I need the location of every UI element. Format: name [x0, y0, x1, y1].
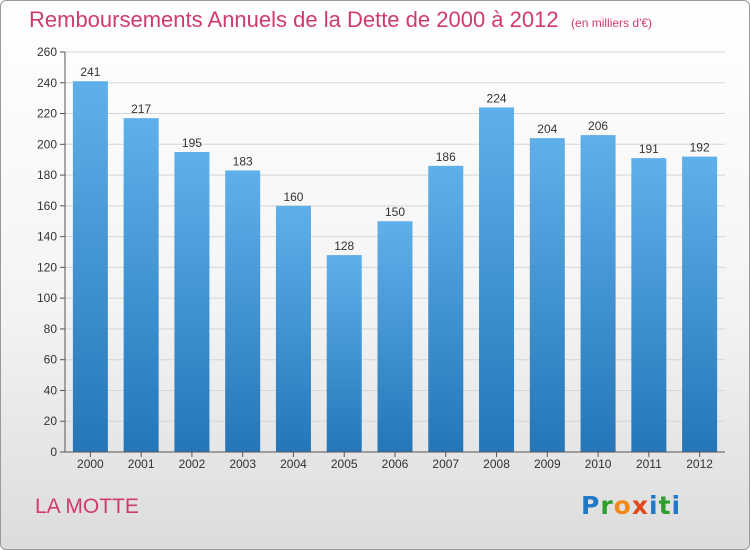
y-tick-label: 200 [37, 137, 57, 151]
x-tick-label-2010: 2010 [585, 457, 612, 471]
data-label-2011: 191 [639, 142, 659, 156]
x-tick-label-2008: 2008 [483, 457, 510, 471]
data-label-2009: 204 [537, 122, 557, 136]
logo-letter: x [631, 491, 649, 520]
y-tick-label: 260 [37, 45, 57, 59]
logo-letter: o [613, 491, 632, 520]
bar-2007 [428, 165, 464, 452]
place-name: LA MOTTE [35, 495, 139, 518]
title-row: Remboursements Annuels de la Dette de 20… [29, 7, 652, 33]
bar-2006 [377, 221, 413, 452]
data-label-2002: 195 [182, 136, 202, 150]
x-tick-label-2005: 2005 [331, 457, 358, 471]
bar-2010 [580, 135, 616, 453]
chart-subtitle: (en milliers d'€) [571, 16, 653, 30]
y-tick-label: 240 [37, 76, 57, 90]
data-label-2005: 128 [334, 239, 354, 253]
y-tick-label: 120 [37, 260, 57, 274]
y-tick-label: 40 [44, 383, 58, 397]
y-tick-label: 60 [44, 353, 58, 367]
y-tick-label: 20 [44, 414, 58, 428]
x-tick-label-2006: 2006 [382, 457, 409, 471]
x-tick-label-2000: 2000 [77, 457, 104, 471]
logo-letter: r [600, 491, 614, 520]
bar-2002 [174, 152, 210, 452]
proxiti-logo: Proxiti [581, 491, 681, 520]
logo-letter: t [658, 491, 672, 520]
x-tick-label-2012: 2012 [686, 457, 713, 471]
data-label-2006: 150 [385, 205, 405, 219]
bar-2000 [72, 81, 108, 452]
y-tick-label: 220 [37, 107, 57, 121]
y-tick-label: 80 [44, 322, 58, 336]
bar-2005 [326, 255, 362, 452]
logo-letter: i [671, 491, 682, 520]
bar-2001 [123, 118, 159, 453]
chart-title: Remboursements Annuels de la Dette de 20… [29, 7, 559, 32]
logo-letter: P [581, 491, 601, 520]
y-tick-label: 0 [50, 445, 57, 459]
x-tick-label-2002: 2002 [179, 457, 206, 471]
y-tick-label: 160 [37, 199, 57, 213]
bar-2009 [529, 138, 565, 452]
data-label-2010: 206 [588, 119, 608, 133]
bar-2003 [225, 170, 261, 452]
data-label-2004: 160 [283, 190, 303, 204]
data-label-2001: 217 [131, 102, 151, 116]
y-tick-label: 100 [37, 291, 57, 305]
bar-2011 [631, 158, 667, 452]
bar-2008 [479, 107, 515, 452]
x-tick-label-2011: 2011 [636, 457, 662, 471]
data-label-2007: 186 [436, 150, 456, 164]
x-tick-label-2004: 2004 [280, 457, 307, 471]
data-label-2012: 192 [690, 141, 710, 155]
x-tick-label-2001: 2001 [128, 457, 155, 471]
logo-letter: i [649, 491, 659, 520]
x-tick-label-2003: 2003 [229, 457, 256, 471]
y-tick-label: 140 [37, 230, 57, 244]
x-tick-label-2007: 2007 [432, 457, 459, 471]
x-tick-label-2009: 2009 [534, 457, 561, 471]
bar-2012 [682, 156, 718, 452]
bar-2004 [275, 205, 311, 452]
data-label-2000: 241 [80, 65, 100, 79]
data-label-2008: 224 [487, 91, 507, 105]
data-label-2003: 183 [233, 154, 253, 168]
y-tick-label: 180 [37, 168, 57, 182]
